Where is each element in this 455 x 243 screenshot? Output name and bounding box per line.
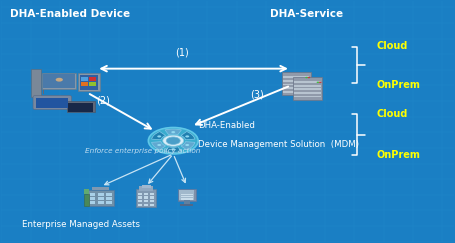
Bar	[90, 197, 96, 200]
Bar	[78, 73, 100, 91]
Bar	[181, 198, 192, 200]
Wedge shape	[181, 131, 195, 140]
Bar	[294, 81, 321, 83]
Circle shape	[305, 77, 308, 78]
Wedge shape	[165, 129, 182, 135]
Bar	[294, 92, 321, 94]
Bar	[31, 69, 41, 97]
Bar	[293, 77, 323, 100]
Bar	[42, 73, 76, 89]
Bar	[150, 196, 154, 199]
Bar	[98, 197, 104, 200]
Text: DHA-Enabled: DHA-Enabled	[198, 122, 255, 130]
Bar	[98, 193, 104, 196]
Text: Enterprise Managed Assets: Enterprise Managed Assets	[21, 220, 140, 229]
Circle shape	[157, 144, 161, 146]
Wedge shape	[165, 147, 182, 152]
Bar	[98, 201, 104, 204]
Bar	[178, 189, 196, 201]
Bar	[84, 189, 89, 194]
Circle shape	[157, 135, 161, 138]
Bar	[138, 204, 142, 206]
Bar	[150, 204, 154, 206]
Bar	[144, 200, 148, 202]
Bar	[282, 72, 311, 95]
Circle shape	[317, 82, 319, 83]
Circle shape	[319, 82, 322, 83]
Circle shape	[171, 148, 175, 150]
Wedge shape	[152, 142, 166, 150]
Bar	[139, 186, 153, 191]
Bar	[142, 185, 151, 188]
Wedge shape	[181, 142, 195, 150]
Bar	[138, 193, 142, 195]
Bar	[144, 204, 148, 206]
Bar	[84, 194, 89, 206]
Bar	[150, 193, 154, 195]
Bar	[181, 196, 192, 197]
Circle shape	[185, 144, 189, 146]
Circle shape	[171, 131, 175, 133]
Circle shape	[185, 135, 189, 138]
Circle shape	[163, 135, 184, 146]
Bar	[106, 201, 112, 204]
Bar	[81, 82, 88, 86]
Bar	[90, 201, 96, 204]
Bar	[81, 77, 88, 81]
Bar	[181, 194, 192, 195]
Bar	[36, 98, 68, 108]
Text: Cloud: Cloud	[377, 109, 408, 119]
Bar	[283, 87, 309, 89]
Bar	[42, 89, 44, 94]
Bar	[89, 82, 96, 86]
Bar	[92, 187, 109, 190]
Circle shape	[308, 77, 310, 78]
Circle shape	[56, 78, 63, 82]
Text: (3): (3)	[250, 89, 264, 99]
Bar	[90, 193, 96, 196]
Text: (1): (1)	[176, 47, 189, 57]
Text: (2): (2)	[96, 95, 110, 105]
Bar	[87, 190, 114, 206]
Bar	[283, 91, 309, 93]
Text: DHA-Enabled Device: DHA-Enabled Device	[10, 9, 131, 19]
Bar	[67, 101, 95, 112]
FancyBboxPatch shape	[33, 95, 71, 110]
Bar	[184, 200, 190, 205]
Bar	[89, 77, 96, 81]
Text: Device Management Solution  (MDM): Device Management Solution (MDM)	[198, 139, 359, 148]
Bar	[283, 80, 309, 82]
Bar	[106, 193, 112, 196]
Bar	[294, 88, 321, 90]
Bar	[144, 193, 148, 195]
Circle shape	[148, 128, 198, 154]
Text: Enforce enterprise policy action: Enforce enterprise policy action	[85, 148, 200, 154]
Text: OnPrem: OnPrem	[377, 149, 420, 160]
Bar	[106, 197, 112, 200]
Bar	[181, 204, 193, 206]
Text: OnPrem: OnPrem	[377, 80, 420, 90]
Bar	[179, 191, 194, 200]
Circle shape	[166, 137, 180, 144]
Bar	[138, 200, 142, 202]
Bar	[80, 75, 98, 90]
Bar	[283, 84, 309, 86]
Bar	[68, 103, 93, 112]
Bar	[136, 189, 156, 207]
Text: Cloud: Cloud	[377, 42, 408, 52]
Wedge shape	[152, 131, 166, 140]
Bar	[294, 85, 321, 87]
Bar	[43, 74, 75, 88]
Bar	[294, 95, 321, 97]
Bar	[144, 196, 148, 199]
Bar	[150, 200, 154, 202]
Bar	[138, 196, 142, 199]
Bar	[283, 76, 309, 78]
Text: DHA-Service: DHA-Service	[270, 9, 344, 19]
